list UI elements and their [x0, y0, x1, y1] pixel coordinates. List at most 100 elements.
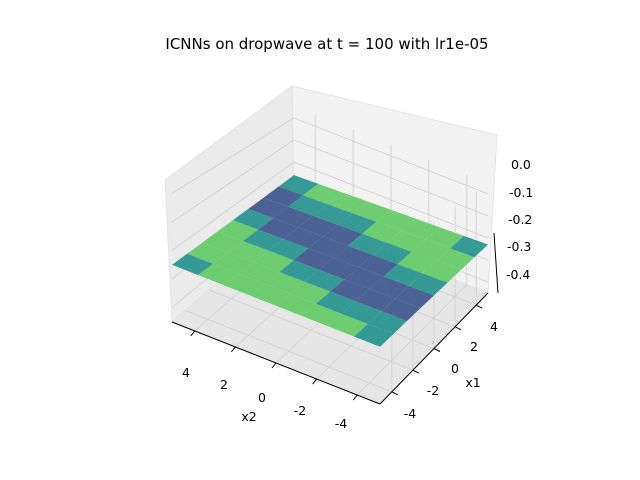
- surface-patch: [302, 303, 342, 327]
- surface-patch: [401, 218, 440, 240]
- z-tick-label: -0.2: [508, 212, 532, 227]
- x2-tick-label: -4: [335, 416, 348, 431]
- x2-axis-label: x2: [241, 409, 256, 424]
- x2-tick-label: -2: [294, 403, 306, 418]
- x1-axis-ticks: -4 -2 0 2 4: [404, 319, 498, 421]
- surface-patch: [198, 263, 239, 286]
- surface-patch: [381, 298, 421, 321]
- surface-patch: [258, 218, 299, 239]
- x2-tick-mark: [352, 394, 358, 401]
- surface-patch: [253, 250, 294, 272]
- surface-patch: [362, 221, 402, 243]
- surface-patch: [408, 273, 448, 296]
- grid-line-x2: [356, 174, 468, 396]
- z-tick-label: 0.0: [511, 157, 531, 172]
- surface-patch: [290, 281, 331, 304]
- surface-patch: [450, 235, 488, 258]
- surface-patch: [383, 264, 423, 286]
- surface-patch: [355, 288, 396, 312]
- surface-patch: [354, 323, 394, 347]
- surface-patch: [304, 269, 345, 292]
- surface-patch: [224, 273, 265, 296]
- x1-tick-mark: [391, 391, 399, 396]
- surface-patch: [347, 233, 387, 255]
- surface-patch: [228, 240, 269, 263]
- surface-patch: [217, 220, 259, 241]
- surface-patch: [312, 204, 353, 225]
- surface-patch: [278, 175, 319, 196]
- z-axis-ticks: 0.0 -0.1 -0.2 -0.3 -0.4: [506, 157, 533, 282]
- z-tick-label: -0.4: [506, 267, 530, 282]
- x2-axis-ticks: -4 -2 0 2 4: [182, 365, 347, 431]
- surface-patch: [358, 254, 398, 277]
- x1-tick-mark: [475, 304, 483, 309]
- x1-tick-label: 2: [470, 339, 478, 354]
- surface-patch: [303, 183, 343, 205]
- axes: [171, 232, 499, 405]
- surface-patch: [288, 195, 328, 216]
- surface-patch: [425, 227, 464, 249]
- surface-patch: [344, 267, 384, 289]
- x1-tick-mark: [454, 326, 462, 331]
- x2-tick-label: 4: [182, 365, 190, 380]
- surface-patch: [341, 301, 382, 324]
- surface-patch: [386, 230, 426, 252]
- surface-patch: [202, 231, 244, 253]
- surface-patch: [316, 291, 356, 314]
- surface-patch: [333, 245, 373, 268]
- z-tick-label: -0.3: [507, 239, 531, 254]
- x2-tick-mark: [230, 346, 236, 353]
- x1-tick-mark: [433, 348, 441, 352]
- x2-tick-label: 0: [258, 390, 266, 405]
- x1-tick-label: 4: [490, 319, 498, 334]
- surface-patch: [279, 260, 320, 282]
- surface-patch: [263, 186, 304, 207]
- surface-patch: [264, 271, 305, 294]
- surface-patch: [322, 224, 363, 246]
- surface-patch: [319, 257, 359, 280]
- surface-patch: [328, 313, 368, 337]
- surface-patch: [243, 229, 284, 251]
- surface-patch: [308, 236, 348, 258]
- surface-patch: [330, 279, 370, 302]
- x1-axis-label: x1: [465, 375, 480, 390]
- surface-patch: [397, 251, 437, 274]
- surface-patch: [268, 238, 309, 261]
- surface-patch: [248, 197, 289, 219]
- surface-patch: [369, 276, 409, 299]
- surface-patch: [283, 227, 323, 249]
- surface: [172, 175, 488, 347]
- x1-tick-mark: [412, 369, 420, 374]
- surface-patch: [293, 248, 334, 270]
- chart-title: ICNNs on dropwave at t = 100 with lr1e-0…: [165, 35, 488, 53]
- x2-tick-mark: [271, 362, 277, 369]
- x2-tick-label: 2: [220, 377, 228, 392]
- surface-patch: [273, 206, 313, 228]
- surface-patch: [422, 260, 461, 283]
- surface-patch: [298, 215, 338, 237]
- surface-patch: [376, 209, 416, 231]
- x1-tick-label: -2: [427, 383, 439, 398]
- surface-patch: [352, 201, 391, 222]
- z-axis-line: [493, 232, 499, 294]
- surface-patch: [372, 242, 412, 265]
- surface-patch: [337, 212, 377, 234]
- grid-line-z: [171, 139, 489, 223]
- surface-patch: [276, 293, 317, 317]
- surface-patch: [213, 252, 254, 274]
- surface-patch: [238, 262, 280, 284]
- surface-patch: [367, 311, 407, 334]
- surface-patch: [187, 242, 229, 264]
- surface-patch: [395, 285, 434, 309]
- surface-patch: [250, 283, 291, 306]
- surface-patch: [233, 208, 274, 230]
- z-tick-label: -0.1: [509, 185, 533, 200]
- grid-line-z: [171, 161, 489, 251]
- surface-patch: [327, 192, 367, 213]
- x1-tick-label: -4: [404, 406, 417, 421]
- x2-tick-mark: [190, 330, 196, 337]
- x2-tick-mark: [312, 378, 318, 385]
- surface-patch: [436, 248, 475, 270]
